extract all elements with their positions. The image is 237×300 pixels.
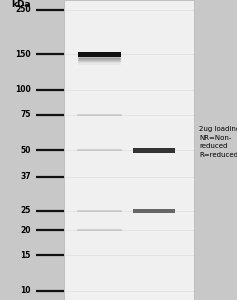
Text: 75: 75: [20, 110, 31, 119]
FancyBboxPatch shape: [64, 0, 194, 300]
Text: 10: 10: [20, 286, 31, 295]
FancyBboxPatch shape: [133, 209, 175, 213]
Text: 37: 37: [20, 172, 31, 181]
Text: 150: 150: [15, 50, 31, 59]
Text: kDa: kDa: [11, 0, 31, 9]
Text: 250: 250: [15, 5, 31, 14]
FancyBboxPatch shape: [78, 52, 121, 57]
Text: 20: 20: [20, 226, 31, 235]
Text: 15: 15: [20, 251, 31, 260]
Text: 50: 50: [20, 146, 31, 155]
Text: 2ug loading
NR=Non-
reduced
R=reduced: 2ug loading NR=Non- reduced R=reduced: [199, 126, 237, 158]
FancyBboxPatch shape: [133, 148, 175, 153]
Text: 25: 25: [20, 206, 31, 215]
Text: 100: 100: [15, 85, 31, 94]
